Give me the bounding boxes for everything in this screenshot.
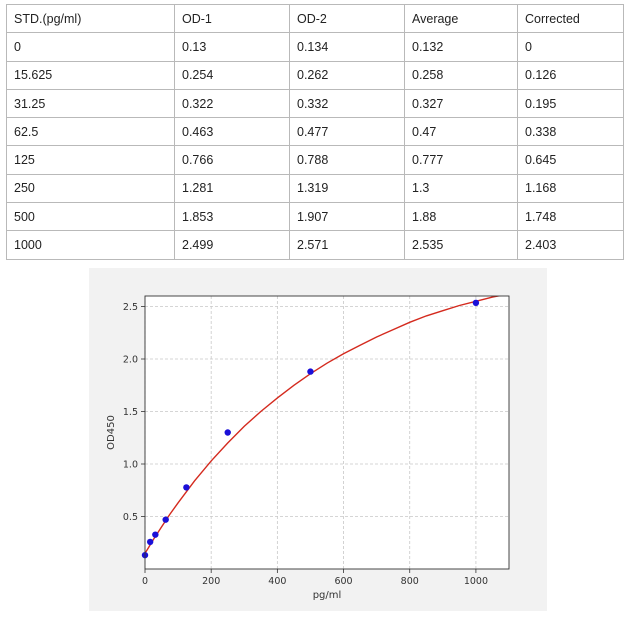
- y-tick-label: 2.5: [123, 302, 138, 313]
- table-cell: 0.338: [517, 117, 624, 147]
- column-header: Corrected: [517, 3, 624, 34]
- table-cell: 0.134: [289, 32, 405, 62]
- table-cell: 0.463: [174, 117, 290, 147]
- table-cell: 62.5: [6, 117, 175, 147]
- x-tick-label: 800: [401, 576, 419, 587]
- table-cell: 31.25: [6, 88, 175, 119]
- column-header: STD.(pg/ml): [6, 3, 175, 34]
- table-row: 1000 2.499 2.571 2.535 2.403: [6, 230, 624, 260]
- data-point: [472, 299, 480, 307]
- data-point: [162, 516, 169, 523]
- table-cell: 0.788: [289, 145, 405, 175]
- table-cell: 250: [6, 173, 175, 204]
- table-cell: 0.645: [517, 145, 624, 175]
- x-tick-label: 1000: [464, 576, 488, 587]
- table-cell: 0.262: [289, 60, 405, 90]
- table-row: 31.25 0.322 0.332 0.327 0.195: [6, 88, 624, 119]
- table-cell: 0.13: [174, 32, 290, 62]
- table-cell: 1.3: [404, 173, 518, 204]
- x-tick-label: 600: [334, 576, 352, 587]
- x-axis-title: pg/ml: [313, 590, 342, 601]
- table-row: 125 0.766 0.788 0.777 0.645: [6, 145, 624, 175]
- table-cell: 0.254: [174, 60, 290, 90]
- column-header: OD-2: [289, 3, 405, 34]
- y-tick-label: 0.5: [123, 512, 138, 523]
- table-cell: 0: [6, 32, 175, 62]
- table-row: 500 1.853 1.907 1.88 1.748: [6, 202, 624, 232]
- chart-svg: 0 200 400 600 800 1000 0.5 1.0 1.5 2.0 2.5 pg/ml O…: [106, 295, 510, 601]
- x-tick-label: 400: [268, 576, 286, 587]
- table-cell: 0.327: [404, 88, 518, 119]
- table-cell: 1.748: [517, 202, 624, 232]
- standard-curve-chart: 0 200 400 600 800 1000 0.5 1.0 1.5 2.0 2.5 pg/ml O…: [89, 268, 547, 611]
- table-cell: 0.132: [404, 32, 518, 62]
- y-axis-title: OD450: [106, 415, 117, 450]
- table-cell: 0.332: [289, 88, 405, 119]
- table-cell: 1000: [6, 230, 175, 260]
- table-cell: 1.88: [404, 202, 518, 232]
- table-header-row: STD.(pg/ml) OD-1 OD-2 Average Corrected: [6, 3, 624, 34]
- table-cell: 500: [6, 202, 175, 232]
- fit-curve-line: [145, 296, 502, 554]
- standard-curve-table: STD.(pg/ml) OD-1 OD-2 Average Corrected 0 0.13…: [6, 3, 624, 260]
- table-cell: 1.907: [289, 202, 405, 232]
- table-cell: 2.571: [289, 230, 405, 260]
- table-row: 0 0.13 0.134 0.132 0: [6, 32, 624, 62]
- table-row: 250 1.281 1.319 1.3 1.168: [6, 173, 624, 204]
- table-cell: 1.853: [174, 202, 290, 232]
- data-point: [224, 429, 231, 436]
- table-cell: 0.47: [404, 117, 518, 147]
- table-cell: 1.319: [289, 173, 405, 204]
- table-cell: 0.766: [174, 145, 290, 175]
- y-tick-label: 2.0: [123, 355, 138, 366]
- table-cell: 0.322: [174, 88, 290, 119]
- table-cell: 1.281: [174, 173, 290, 204]
- plot-area: [145, 296, 509, 569]
- column-header: OD-1: [174, 3, 290, 34]
- x-tick-label: 0: [142, 576, 148, 587]
- y-tick-label: 1.5: [123, 407, 138, 418]
- table-row: 15.625 0.254 0.262 0.258 0.126: [6, 60, 624, 90]
- table-cell: 0.477: [289, 117, 405, 147]
- table-cell: 2.499: [174, 230, 290, 260]
- data-point: [152, 531, 159, 538]
- data-point: [307, 368, 314, 375]
- plot-frame: [144, 295, 510, 570]
- table-row: 62.5 0.463 0.477 0.47 0.338: [6, 117, 624, 147]
- data-point: [146, 538, 154, 546]
- column-header: Average: [404, 3, 518, 34]
- x-tick-label: 200: [202, 576, 220, 587]
- table-cell: 2.403: [517, 230, 624, 260]
- table-cell: 125: [6, 145, 175, 175]
- table-cell: 0.777: [404, 145, 518, 175]
- table-cell: 2.535: [404, 230, 518, 260]
- table-cell: 0.258: [404, 60, 518, 90]
- table-cell: 0.126: [517, 60, 624, 90]
- table-cell: 0.195: [517, 88, 624, 119]
- table-cell: 15.625: [6, 60, 175, 90]
- table-cell: 1.168: [517, 173, 624, 204]
- y-tick-label: 1.0: [123, 460, 138, 471]
- table-cell: 0: [517, 32, 624, 62]
- data-point: [183, 484, 190, 491]
